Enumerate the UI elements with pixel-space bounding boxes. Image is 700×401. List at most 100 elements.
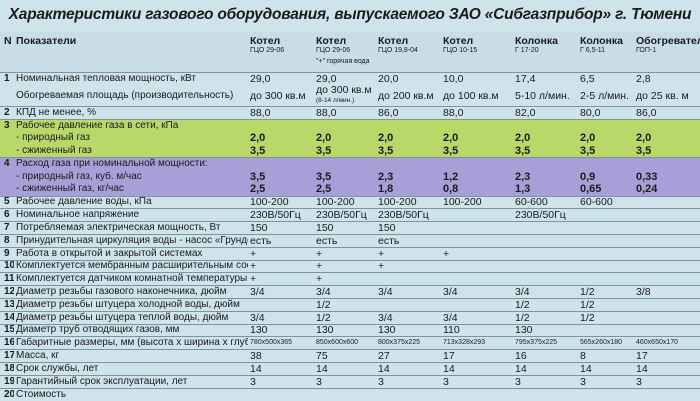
cell-value: 14 <box>248 362 314 376</box>
cell-value: 230В/50Гц <box>513 208 578 222</box>
cell-value: 0,33 <box>634 170 700 184</box>
cell-value: 1,3 <box>513 183 578 197</box>
cell-value: 3/4 <box>248 310 314 325</box>
cell-value: 110 <box>441 323 513 337</box>
cell-value: 1/2 <box>513 310 578 325</box>
row-label: Принудительная циркуляция воды - насос «… <box>14 234 248 248</box>
cell-value <box>314 387 376 401</box>
cell-value: + <box>314 259 376 273</box>
row-label: Комплектуется мембранным расширительным … <box>14 259 248 273</box>
row-label: Расход газа при номинальной мощности: <box>14 157 248 171</box>
row-label: Габаритные размеры, мм (высота х ширина … <box>14 336 248 350</box>
cell-value: + <box>441 246 513 261</box>
cell-value <box>513 118 578 133</box>
row-label: Срок службы, лет <box>14 362 248 376</box>
cell-value <box>634 272 700 286</box>
cell-value: 8 <box>578 349 634 363</box>
cell-value: 100-200 <box>248 195 314 209</box>
cell-value <box>513 234 578 248</box>
cell-value: 130 <box>513 323 578 337</box>
cell-value: 3,5 <box>441 145 513 158</box>
cell-value: 0,9 <box>578 170 634 184</box>
cell-value: есть <box>314 234 376 248</box>
row-label: Стоимость <box>14 387 248 401</box>
cell-value: 795х375х225 <box>513 336 578 350</box>
row-number: 7 <box>0 221 14 235</box>
cell-value: до 300 кв.м <box>250 89 306 102</box>
table-row: - природный газ, куб. м/час 3,5 3,5 2,3 1,2 2… <box>0 170 700 184</box>
row-number <box>0 183 14 197</box>
cell-value <box>634 310 700 325</box>
table-row: 15Диаметр труб отводящих газов, мм130130… <box>0 323 700 337</box>
cell-value: 3,5 <box>248 145 314 158</box>
cell-note: (8-14 л/мин.) <box>316 96 355 104</box>
cell-value <box>248 387 314 401</box>
row-label: Масса, кг <box>14 349 248 363</box>
cell-value <box>578 208 634 222</box>
cell-value: 0,65 <box>578 183 634 197</box>
table-row: 12Диаметр резьбы газового наконечника, д… <box>0 285 700 299</box>
cell-value <box>634 157 700 171</box>
cell-value: 17,4 <box>513 72 578 86</box>
cell-value: 2,0 <box>513 132 578 145</box>
cell-value: 3,5 <box>634 145 700 158</box>
cell-value <box>578 387 634 401</box>
table-row: 5 Рабочее давление воды, кПа 100-200 100-20… <box>0 195 700 209</box>
row-number: 6 <box>0 208 14 222</box>
cell-value: 3/4 <box>513 285 578 299</box>
cell-value: 2-5 л/мин. <box>580 89 629 102</box>
table-row: 13Диаметр резьбы штуцера холодной воды, … <box>0 298 700 312</box>
cell-value: 230В/50Гц <box>376 208 441 222</box>
row-label: Комплектуется датчиком комнатной темпера… <box>14 272 248 286</box>
row-number <box>0 145 14 158</box>
cell-value: 14 <box>441 362 513 376</box>
cell-value: до 100 кв.м <box>443 89 499 102</box>
cell-value: 3/4 <box>441 310 513 325</box>
row-number: 20 <box>0 387 14 401</box>
row-number: 11 <box>0 272 14 286</box>
cell-value: 130 <box>248 323 314 337</box>
cell-value: 0,24 <box>634 183 700 197</box>
cell-value: 1/2 <box>314 310 376 325</box>
row-label: Обогреваемая площадь (производительность… <box>16 89 234 101</box>
row-number: 5 <box>0 195 14 209</box>
cell-value <box>441 259 513 273</box>
row-label: Диаметр резьбы штуцера теплой воды, дюйм <box>14 310 248 325</box>
cell-value <box>578 118 634 133</box>
cell-value: 230В/50Гц <box>248 208 314 222</box>
row-number: 12 <box>0 285 14 299</box>
table-row: 8 Принудительная циркуляция воды - насос … <box>0 234 700 248</box>
row-number: 13 <box>0 298 14 312</box>
cell-value: 17 <box>441 349 513 363</box>
cell-value: 2,0 <box>578 132 634 145</box>
cell-value: 60-600 <box>578 195 634 209</box>
table-row: 6 Номинальное напряжение 230В/50Гц 230В/50Г… <box>0 208 700 222</box>
cell-value: 88,0 <box>441 106 513 120</box>
cell-value <box>376 298 441 312</box>
cell-value: 3/8 <box>634 285 700 299</box>
cell-value <box>376 157 441 171</box>
header-col: Котел ГЦО 29-06 <box>248 32 314 73</box>
cell-value: + <box>248 272 314 286</box>
header-col: Колонка Г 17-20 <box>513 32 578 73</box>
cell-value <box>513 221 578 235</box>
row-number: 17 <box>0 349 14 363</box>
cell-value: 3/4 <box>441 285 513 299</box>
row-number: 14 <box>0 310 14 325</box>
row-number: 2 <box>0 106 14 120</box>
cell-value <box>441 234 513 248</box>
cell-value: 29,0 <box>248 72 314 86</box>
cell-value: 2,5 <box>248 183 314 197</box>
cell-value: 88,0 <box>248 106 314 120</box>
cell-value <box>634 259 700 273</box>
cell-value: 3 <box>314 374 376 389</box>
cell-value: 0,8 <box>441 183 513 197</box>
table-row: 9 Работа в открытой и закрытой системах + +… <box>0 246 700 261</box>
cell-value: 3/4 <box>376 285 441 299</box>
cell-value: 3/4 <box>376 310 441 325</box>
table-row: 11 Комплектуется датчиком комнатной темпе… <box>0 272 700 286</box>
cell-value: 17 <box>634 349 700 363</box>
cell-value: 2,3 <box>376 170 441 184</box>
